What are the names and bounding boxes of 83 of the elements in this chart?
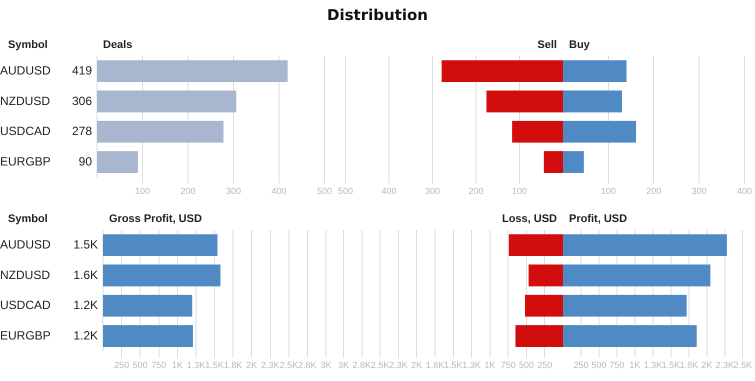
x-tick-label: 2.8K bbox=[352, 360, 372, 370]
bar bbox=[103, 264, 220, 286]
x-axis-title: Gross Profit, USD bbox=[109, 213, 202, 226]
x-tick-label: 3K bbox=[320, 360, 332, 370]
x-tick-label: 2.5K bbox=[370, 360, 390, 370]
x-tick-label: 500 bbox=[316, 186, 332, 196]
y-tick-label: EURGBP bbox=[0, 328, 51, 342]
y-tick-label: USDCAD bbox=[0, 124, 52, 138]
y-tick-label: NZDUSD bbox=[0, 94, 50, 108]
bar bbox=[103, 325, 193, 347]
data-label: 1.6K bbox=[73, 268, 98, 282]
x-tick-label: 500 bbox=[132, 360, 148, 370]
x-tick-label: 500 bbox=[591, 360, 606, 370]
x-tick-label: 750 bbox=[609, 360, 624, 370]
bar bbox=[524, 294, 563, 317]
x-tick-label: 2.5K bbox=[733, 360, 752, 370]
x-tick-label: 1.3K bbox=[186, 360, 206, 370]
x-tick-label: 200 bbox=[180, 186, 196, 196]
x-tick-label: 1K bbox=[629, 360, 640, 370]
data-label: 1.5K bbox=[73, 237, 98, 252]
bar bbox=[97, 60, 288, 82]
x-tick-label: 1K bbox=[484, 360, 496, 370]
x-tick-label: 200 bbox=[646, 186, 662, 196]
x-tick-label: 500 bbox=[338, 186, 354, 196]
x-tick-label: 1.8K bbox=[224, 360, 242, 370]
x-axis-title: Profit, USD bbox=[569, 213, 628, 226]
x-tick-label: 2.8K bbox=[298, 360, 317, 370]
x-tick-label: 250 bbox=[573, 360, 588, 370]
y-tick-label: AUDUSD bbox=[0, 237, 52, 252]
x-tick-label: 100 bbox=[512, 186, 528, 196]
x-tick-label: 2.5K bbox=[280, 360, 298, 370]
x-tick-label: 300 bbox=[692, 186, 707, 196]
x-axis-title: Buy bbox=[569, 39, 591, 52]
x-tick-label: 1.8K bbox=[680, 360, 698, 370]
x-tick-label: 2.3K bbox=[716, 360, 734, 370]
data-label: 419 bbox=[72, 63, 92, 78]
x-tick-label: 250 bbox=[114, 360, 130, 370]
bar bbox=[103, 234, 218, 256]
x-axis-title: Sell bbox=[537, 39, 557, 52]
x-tick-label: 1.5K bbox=[205, 360, 224, 370]
y-tick-label: USDCAD bbox=[0, 298, 52, 312]
x-tick-label: 1.5K bbox=[444, 360, 463, 370]
x-tick-label: 250 bbox=[537, 360, 552, 370]
x-tick-label: 300 bbox=[226, 186, 242, 196]
x-tick-label: 300 bbox=[424, 186, 440, 196]
x-tick-label: 400 bbox=[271, 186, 287, 196]
x-tick-label: 1.3K bbox=[644, 360, 662, 370]
x-tick-label: 2K bbox=[701, 360, 712, 370]
x-tick-label: 2.3K bbox=[260, 360, 280, 370]
x-tick-label: 2.3K bbox=[389, 360, 408, 370]
data-label: 90 bbox=[78, 154, 92, 168]
bar bbox=[103, 294, 192, 317]
x-tick-label: 750 bbox=[500, 360, 516, 370]
data-label: 306 bbox=[72, 94, 92, 108]
y-tick-label: AUDUSD bbox=[0, 63, 52, 78]
y-tick-label: EURGBP bbox=[0, 154, 51, 168]
x-tick-label: 400 bbox=[736, 186, 752, 196]
data-label: 278 bbox=[72, 124, 92, 138]
x-tick-label: 1.3K bbox=[462, 360, 481, 370]
x-tick-label: 750 bbox=[151, 360, 166, 370]
bar bbox=[528, 264, 563, 286]
x-tick-label: 1.8K bbox=[426, 360, 444, 370]
x-tick-label: 200 bbox=[468, 186, 484, 196]
x-axis-title: Loss, USD bbox=[502, 213, 558, 226]
bar bbox=[97, 151, 138, 173]
x-tick-label: 2K bbox=[411, 360, 422, 370]
x-tick-label: 100 bbox=[600, 186, 616, 196]
x-tick-label: 1K bbox=[172, 360, 183, 370]
data-label: 1.2K bbox=[73, 328, 98, 342]
chart-title: Distribution bbox=[326, 6, 429, 24]
x-tick-label: 500 bbox=[518, 360, 534, 370]
y-axis-title: Symbol bbox=[8, 213, 48, 226]
x-tick-label: 1.5K bbox=[662, 360, 680, 370]
x-tick-label: 2K bbox=[246, 360, 258, 370]
y-axis-title: Symbol bbox=[8, 39, 48, 52]
x-axis-title: Deals bbox=[103, 39, 132, 52]
bar bbox=[97, 90, 236, 112]
y-tick-label: NZDUSD bbox=[0, 268, 50, 282]
bar bbox=[97, 120, 224, 143]
x-tick-label: 100 bbox=[134, 186, 150, 196]
data-label: 1.2K bbox=[73, 298, 98, 312]
x-tick-label: 3K bbox=[338, 360, 350, 370]
x-tick-label: 400 bbox=[381, 186, 397, 196]
